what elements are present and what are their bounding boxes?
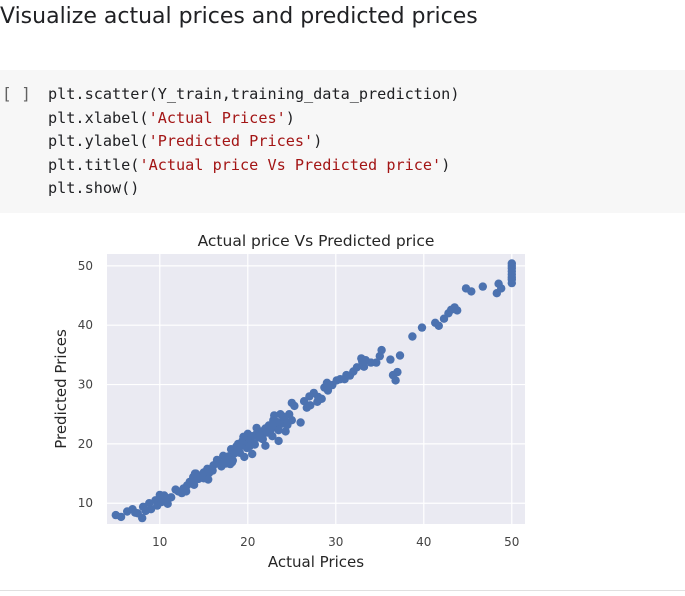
- scatter-point: [283, 420, 292, 430]
- scatter-point: [314, 392, 323, 402]
- scatter-point: [386, 355, 395, 364]
- x-tick-label: 10: [152, 535, 167, 549]
- scatter-point: [199, 468, 208, 477]
- scatter-point: [467, 287, 476, 296]
- scatter-point: [287, 398, 296, 408]
- scatter-point: [305, 392, 314, 401]
- scatter-point: [116, 512, 126, 522]
- run-cell-button[interactable]: [ ]: [2, 84, 31, 103]
- grid-lines: [107, 254, 525, 524]
- scatter-point: [261, 441, 270, 450]
- scatter-point: [265, 427, 274, 437]
- scatter-point: [453, 306, 462, 315]
- y-tick-label: 40: [78, 318, 93, 332]
- scatter-chart: 10 20 30 40 50 10 20 30 40 50 Actual price Vs Pr…: [52, 232, 525, 571]
- scatter-point: [256, 433, 266, 443]
- scatter-point: [164, 494, 173, 503]
- scatter-point: [155, 490, 164, 500]
- x-tick-label: 20: [240, 535, 255, 549]
- scatter-point: [274, 436, 283, 446]
- scatter-point: [208, 466, 217, 475]
- scatter-point: [248, 449, 257, 459]
- scatter-point: [417, 323, 427, 332]
- scatter-point: [274, 426, 283, 435]
- scatter-point: [190, 469, 200, 478]
- scatter-point: [278, 412, 288, 421]
- scatter-point: [182, 487, 191, 496]
- y-tick-label: 50: [78, 259, 93, 273]
- data-points: [111, 259, 516, 523]
- scatter-point: [393, 367, 402, 377]
- scatter-point: [281, 427, 290, 436]
- x-tick-label: 30: [328, 535, 343, 549]
- scatter-point: [507, 259, 516, 268]
- scatter-point: [245, 442, 254, 451]
- x-tick-label: 40: [416, 535, 431, 549]
- scatter-point: [240, 452, 249, 462]
- x-tick-labels: 10 20 30 40 50: [152, 535, 519, 549]
- scatter-point: [138, 513, 147, 523]
- section-heading: Visualize actual prices and predicted pr…: [0, 4, 478, 29]
- code-line: plt.title('Actual price Vs Predicted pri…: [48, 155, 451, 174]
- divider: [0, 590, 685, 591]
- code-line: plt.show(): [48, 179, 140, 198]
- code-editor[interactable]: plt.scatter(Y_train,training_data_predic…: [48, 83, 459, 201]
- scatter-point: [239, 432, 248, 441]
- x-tick-label: 50: [504, 535, 519, 549]
- chart-title: Actual price Vs Predicted price: [198, 232, 435, 250]
- scatter-point: [358, 357, 367, 366]
- scatter-point: [366, 358, 376, 367]
- y-tick-labels: 10 20 30 40 50: [78, 259, 93, 510]
- scatter-point: [296, 418, 305, 427]
- code-line: plt.ylabel('Predicted Prices'): [48, 132, 323, 151]
- scatter-point: [434, 321, 443, 330]
- y-axis-label: Predicted Prices: [52, 329, 70, 449]
- y-tick-label: 20: [78, 437, 93, 451]
- scatter-point: [189, 480, 199, 489]
- code-line: plt.xlabel('Actual Prices'): [48, 108, 295, 127]
- scatter-point: [395, 351, 405, 360]
- y-tick-label: 30: [78, 378, 93, 392]
- scatter-point: [146, 505, 156, 514]
- scatter-point: [408, 332, 417, 341]
- scatter-point: [375, 351, 384, 361]
- scatter-point: [322, 378, 332, 387]
- scatter-point: [478, 282, 487, 291]
- code-cell[interactable]: [ ] plt.scatter(Y_train,training_data_pr…: [0, 70, 685, 213]
- scatter-point: [252, 423, 261, 433]
- y-tick-label: 10: [78, 496, 93, 510]
- scatter-point: [497, 284, 506, 293]
- scatter-point: [306, 401, 315, 410]
- scatter-point: [204, 475, 213, 484]
- scatter-point: [352, 363, 362, 372]
- scatter-point: [340, 375, 349, 384]
- scatter-point: [391, 376, 400, 385]
- scatter-point: [227, 458, 237, 467]
- code-line: plt.scatter(Y_train,training_data_predic…: [48, 85, 460, 103]
- scatter-point: [270, 411, 279, 420]
- cell-output: 10 20 30 40 50 10 20 30 40 50 Actual price Vs Pr…: [0, 222, 685, 582]
- scatter-point: [234, 446, 244, 456]
- plot-area: [107, 254, 525, 524]
- x-axis-label: Actual Prices: [268, 553, 364, 571]
